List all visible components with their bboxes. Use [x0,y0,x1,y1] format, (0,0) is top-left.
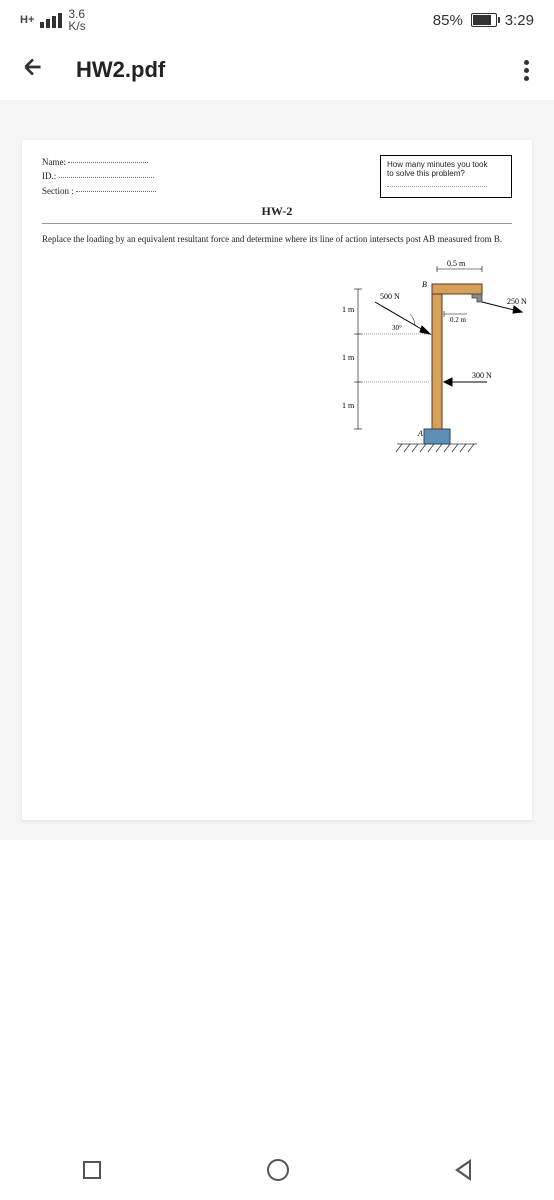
dim-02m: 0.2 m [450,316,467,324]
document-viewer[interactable]: Name: ID.: Section : How many minutes yo… [0,100,554,840]
battery-icon [471,13,497,27]
dim-05m: 0.5 m [447,259,466,268]
hw-title: HW-2 [42,204,512,219]
battery-percent: 85% [433,12,463,29]
pdf-header-row: Name: ID.: Section : How many minutes yo… [42,155,512,198]
signal-icon [40,13,62,28]
figure: 0.5 m B 500 N 30° 0.2 m [322,254,542,464]
id-label: ID.: [42,171,56,181]
pdf-page: Name: ID.: Section : How many minutes yo… [22,140,532,820]
document-title: HW2.pdf [76,57,489,83]
status-left: H+ 3.6 K/s [20,8,86,32]
angle-30: 30° [392,324,402,332]
box-line1: How many minutes you took [387,160,505,169]
status-bar: H+ 3.6 K/s 85% 3:29 [0,0,554,40]
network-speed: 3.6 K/s [68,8,85,32]
recent-apps-button[interactable] [83,1161,101,1179]
app-header: HW2.pdf [0,40,554,100]
home-button[interactable] [267,1159,289,1181]
force-500: 500 N [380,292,400,301]
box-line2: to solve this problem? [387,169,505,178]
back-button[interactable] [20,54,46,87]
status-right: 85% 3:29 [433,12,534,29]
dim-1m-top: 1 m [342,305,355,314]
label-b: B [422,280,427,289]
divider [42,223,512,224]
label-a: A [417,429,423,438]
force-300: 300 N [472,371,492,380]
android-nav-bar [0,1140,554,1200]
time-box: How many minutes you took to solve this … [380,155,512,198]
carrier-label: H+ [20,14,34,26]
section-label: Section : [42,186,74,196]
clock-time: 3:29 [505,12,534,29]
more-options-button[interactable] [519,55,534,86]
dim-1m-mid: 1 m [342,353,355,362]
force-250: 250 N [507,297,527,306]
problem-text: Replace the loading by an equivalent res… [42,234,512,246]
back-nav-button[interactable] [455,1159,471,1181]
info-fields: Name: ID.: Section : [42,155,156,198]
dim-1m-bot: 1 m [342,401,355,410]
name-label: Name: [42,157,66,167]
